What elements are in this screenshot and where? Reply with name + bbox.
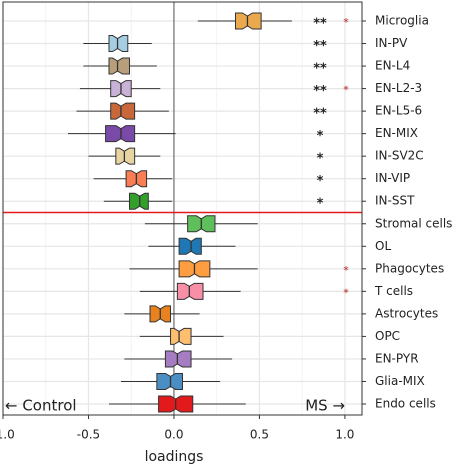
- significance: *: [317, 152, 324, 167]
- significance: **: [313, 62, 327, 77]
- box: [156, 372, 183, 390]
- y-tick-label: EN-PYR: [375, 351, 419, 365]
- annotation-right: MS →: [305, 397, 345, 415]
- significance-red: *: [343, 84, 349, 97]
- significance: **: [313, 39, 327, 54]
- y-tick-label: OL: [375, 239, 391, 253]
- y-tick-label: Microglia: [375, 14, 429, 28]
- significance-red: *: [343, 286, 349, 299]
- x-tick-label: 1.0: [335, 428, 354, 442]
- y-tick-label: IN-VIP: [375, 171, 410, 185]
- significance: *: [317, 174, 324, 189]
- box: [234, 12, 262, 30]
- y-tick-label: EN-L2-3: [375, 81, 422, 95]
- y-tick-label: EN-L5-6: [375, 104, 422, 118]
- box: [164, 350, 192, 368]
- y-tick-label: Endo cells: [375, 397, 436, 411]
- y-tick-label: Stromal cells: [375, 216, 452, 230]
- box: [108, 57, 131, 75]
- panel-border: [2, 1, 363, 416]
- significance: **: [313, 107, 327, 122]
- x-tick-label: 0.5: [250, 428, 269, 442]
- y-tick-label: EN-L4: [375, 59, 410, 73]
- box: [105, 125, 136, 143]
- y-tick-label: Phagocytes: [375, 261, 444, 275]
- significance: *: [317, 197, 324, 212]
- box: [176, 282, 204, 300]
- y-tick-label: Glia-MIX: [375, 374, 425, 388]
- x-axis-label: loadings: [145, 449, 204, 465]
- box: [178, 237, 202, 255]
- box: [170, 327, 192, 345]
- x-tick-label: -0.5: [77, 428, 100, 442]
- significance: **: [313, 84, 327, 99]
- significance: *: [317, 129, 324, 144]
- box: [115, 147, 136, 165]
- significance-red: *: [343, 16, 349, 29]
- y-tick-label: T cells: [374, 284, 413, 298]
- y-tick-label: IN-PV: [375, 36, 408, 50]
- annotation-left: ← Control: [5, 397, 77, 415]
- box: [129, 192, 149, 210]
- box: [108, 35, 129, 53]
- y-tick-label: IN-SV2C: [375, 149, 424, 163]
- significance: **: [313, 17, 327, 32]
- x-tick-label: 0.0: [164, 428, 183, 442]
- y-tick-label: Astrocytes: [375, 306, 438, 320]
- box: [110, 102, 136, 120]
- y-tick-label: OPC: [375, 329, 400, 343]
- y-tick-label: EN-MIX: [375, 126, 418, 140]
- x-tick-label: -1.0: [0, 428, 15, 442]
- y-tick-label: IN-SST: [375, 194, 415, 208]
- significance-red: *: [343, 264, 349, 277]
